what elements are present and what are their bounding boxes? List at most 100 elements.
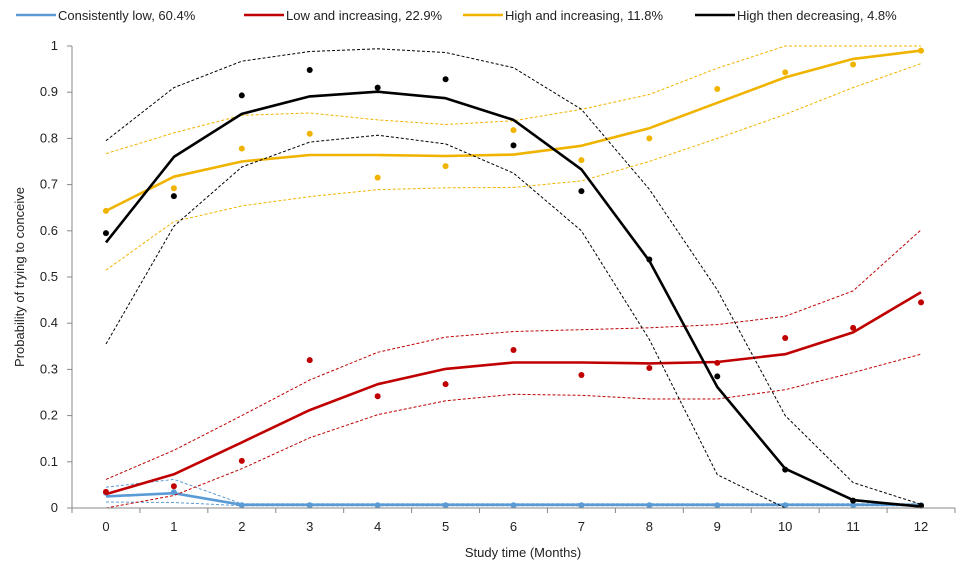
observed-point: [918, 502, 925, 509]
observed-point: [850, 502, 857, 509]
observed-point: [238, 457, 245, 464]
x-tick-label: 8: [646, 519, 653, 534]
x-tick-label: 5: [442, 519, 449, 534]
observed-point: [442, 163, 449, 170]
observed-point: [442, 502, 449, 509]
observed-point: [374, 174, 381, 181]
x-tick-label: 9: [714, 519, 721, 534]
observed-point: [578, 502, 585, 509]
observed-point: [714, 359, 721, 366]
observed-point: [374, 84, 381, 91]
observed-point: [578, 188, 585, 195]
x-tick-label: 1: [170, 519, 177, 534]
observed-point: [442, 76, 449, 83]
observed-point: [714, 373, 721, 380]
y-tick-label: 0.1: [40, 454, 58, 469]
x-tick-label: 11: [846, 519, 860, 534]
x-tick-label: 12: [914, 519, 928, 534]
observed-point: [306, 502, 313, 509]
series-lower-ci-line: [105, 353, 922, 509]
observed-point: [782, 334, 789, 341]
observed-point: [102, 207, 109, 214]
x-tick-label: 2: [238, 519, 245, 534]
observed-point: [238, 145, 245, 152]
x-axis-title: Study time (Months): [465, 545, 581, 560]
legend-label: Low and increasing, 22.9%: [286, 8, 443, 23]
legend-label: High then decreasing, 4.8%: [737, 8, 897, 23]
observed-point: [850, 497, 857, 504]
x-tick-label: 7: [578, 519, 585, 534]
legend-item-0: Consistently low, 60.4%: [16, 8, 196, 23]
series-upper-ci-line: [105, 478, 921, 505]
observed-point: [510, 346, 517, 353]
series-2: [102, 45, 925, 271]
legend-item-3: High then decreasing, 4.8%: [695, 8, 897, 23]
x-tick-label: 0: [102, 519, 109, 534]
observed-point: [646, 135, 653, 142]
observed-point: [170, 483, 177, 490]
y-tick-label: 0.2: [40, 408, 58, 423]
observed-point: [850, 324, 857, 331]
observed-point: [238, 502, 245, 509]
observed-point: [306, 67, 313, 74]
series-3: [102, 48, 925, 509]
observed-point: [102, 488, 109, 495]
legend: Consistently low, 60.4% Low and increasin…: [16, 8, 897, 23]
observed-point: [646, 365, 653, 372]
observed-point: [306, 130, 313, 137]
observed-point: [238, 92, 245, 99]
series-lower-ci-line: [105, 134, 921, 509]
observed-point: [918, 47, 925, 54]
x-tick-label: 3: [306, 519, 313, 534]
x-tick-label: 6: [510, 519, 517, 534]
observed-point: [102, 230, 109, 237]
observed-point: [170, 185, 177, 192]
y-tick-label: 0.8: [40, 130, 58, 145]
observed-point: [374, 502, 381, 509]
series-fitted-line: [105, 49, 922, 213]
y-tick-label: 1: [51, 38, 58, 53]
legend-item-2: High and increasing, 11.8%: [463, 8, 663, 23]
y-axis-title: Probability of trying to conceive: [12, 187, 27, 367]
legend-item-1: Low and increasing, 22.9%: [244, 8, 443, 23]
observed-point: [782, 69, 789, 76]
series-lower-ci-line: [105, 63, 922, 271]
series-1: [102, 229, 925, 509]
observed-point: [782, 466, 789, 473]
observed-point: [850, 61, 857, 68]
series-upper-ci-line: [105, 45, 921, 155]
observed-point: [646, 256, 653, 263]
observed-point: [170, 489, 177, 496]
observed-point: [646, 502, 653, 509]
series-0: [102, 478, 925, 509]
plot-area: 00.10.20.30.40.50.60.70.80.910 1 2 3 4 5 6 7 8 9 1…: [40, 38, 956, 534]
observed-point: [510, 502, 517, 509]
observed-point: [170, 193, 177, 200]
series-layer: [102, 45, 925, 509]
observed-point: [578, 157, 585, 164]
observed-point: [374, 393, 381, 400]
x-tick-label: 4: [374, 519, 381, 534]
y-tick-label: 0.5: [40, 269, 58, 284]
observed-point: [714, 85, 721, 92]
axes-layer: 00.10.20.30.40.50.60.70.80.910 1 2 3 4 5 6 7 8 9 1…: [40, 38, 956, 534]
legend-label: High and increasing, 11.8%: [505, 8, 663, 23]
y-tick-label: 0.7: [40, 177, 58, 192]
observed-point: [510, 127, 517, 134]
y-tick-label: 0.4: [40, 315, 58, 330]
observed-point: [918, 299, 925, 306]
y-tick-label: 0: [51, 500, 58, 515]
y-tick-label: 0.6: [40, 223, 58, 238]
observed-point: [306, 357, 313, 364]
series-upper-ci-line: [105, 48, 922, 505]
y-tick-label: 0.9: [40, 84, 58, 99]
observed-point: [578, 371, 585, 378]
series-upper-ci-line: [105, 229, 922, 480]
series-fitted-line: [105, 291, 922, 496]
observed-point: [442, 381, 449, 388]
y-tick-label: 0.3: [40, 361, 58, 376]
observed-point: [510, 142, 517, 149]
legend-label: Consistently low, 60.4%: [58, 8, 196, 23]
observed-point: [714, 502, 721, 509]
